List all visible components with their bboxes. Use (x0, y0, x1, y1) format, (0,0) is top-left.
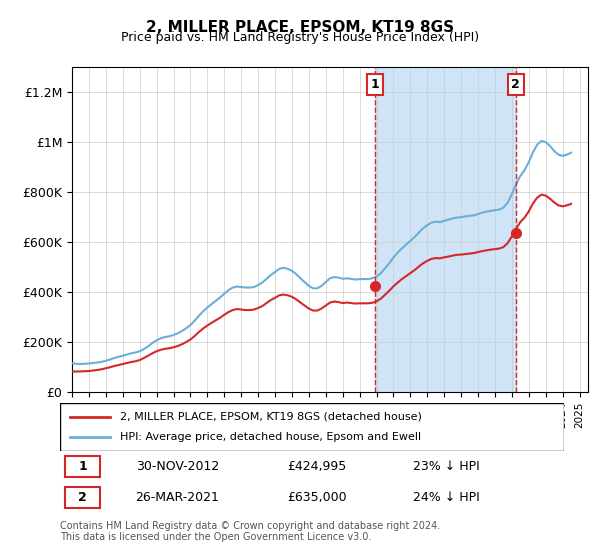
Text: 2, MILLER PLACE, EPSOM, KT19 8GS: 2, MILLER PLACE, EPSOM, KT19 8GS (146, 20, 454, 35)
Text: 1: 1 (371, 78, 380, 91)
Text: 23% ↓ HPI: 23% ↓ HPI (413, 460, 479, 473)
Text: 2, MILLER PLACE, EPSOM, KT19 8GS (detached house): 2, MILLER PLACE, EPSOM, KT19 8GS (detach… (121, 412, 422, 422)
Text: Price paid vs. HM Land Registry's House Price Index (HPI): Price paid vs. HM Land Registry's House … (121, 31, 479, 44)
Text: £635,000: £635,000 (287, 491, 346, 503)
Bar (375, 67, 516, 392)
Text: 2: 2 (79, 491, 87, 503)
Text: Contains HM Land Registry data © Crown copyright and database right 2024.
This d: Contains HM Land Registry data © Crown c… (60, 521, 440, 543)
FancyBboxPatch shape (65, 487, 100, 508)
Text: 26-MAR-2021: 26-MAR-2021 (136, 491, 220, 503)
Text: 30-NOV-2012: 30-NOV-2012 (136, 460, 219, 473)
Text: £424,995: £424,995 (287, 460, 346, 473)
Text: 24% ↓ HPI: 24% ↓ HPI (413, 491, 479, 503)
Text: 1: 1 (79, 460, 87, 473)
FancyBboxPatch shape (60, 403, 564, 451)
FancyBboxPatch shape (65, 456, 100, 477)
Text: 2: 2 (511, 78, 520, 91)
Text: HPI: Average price, detached house, Epsom and Ewell: HPI: Average price, detached house, Epso… (121, 432, 422, 442)
